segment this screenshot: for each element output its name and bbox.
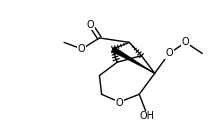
Text: O: O	[87, 20, 94, 30]
Text: O: O	[182, 37, 189, 47]
Text: O: O	[116, 98, 123, 108]
Polygon shape	[111, 47, 155, 73]
Text: O: O	[165, 48, 173, 58]
Text: O: O	[78, 44, 86, 54]
Text: OH: OH	[139, 111, 154, 121]
